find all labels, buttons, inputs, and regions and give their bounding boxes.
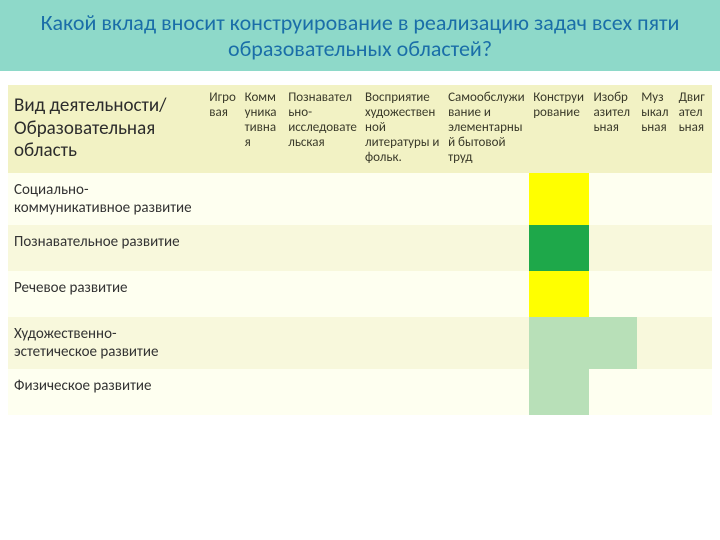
cell [529, 173, 589, 225]
cell [637, 225, 674, 271]
header-row: Вид деятельности/ Образовательная област… [8, 85, 712, 173]
row-label: Художественно-эстетическое развитие [8, 317, 205, 369]
col-header: Самообслуживание и элементарный бытовой … [444, 85, 529, 173]
cell [444, 317, 529, 369]
matrix-table: Вид деятельности/ Образовательная област… [8, 85, 712, 415]
cell [637, 271, 674, 317]
cell [589, 271, 637, 317]
row-label: Физическое развитие [8, 369, 205, 415]
table-body: Социально-коммуникативное развитие Позна… [8, 173, 712, 415]
cell [444, 173, 529, 225]
row-header-label: Вид деятельности/ Образовательная област… [8, 85, 205, 173]
cell [675, 225, 712, 271]
cell [361, 271, 444, 317]
cell [444, 369, 529, 415]
cell [284, 271, 361, 317]
cell [675, 271, 712, 317]
table-container: Вид деятельности/ Образовательная област… [0, 71, 720, 415]
table-row: Речевое развитие [8, 271, 712, 317]
table-row: Познавательное развитие [8, 225, 712, 271]
cell [589, 225, 637, 271]
row-label: Познавательное развитие [8, 225, 205, 271]
col-header: Познавательно-исследовательская [284, 85, 361, 173]
cell [241, 369, 285, 415]
cell [529, 271, 589, 317]
cell [241, 173, 285, 225]
cell [444, 225, 529, 271]
col-header: Изобразительная [589, 85, 637, 173]
cell [589, 369, 637, 415]
row-label: Речевое развитие [8, 271, 205, 317]
cell [529, 317, 589, 369]
cell [284, 173, 361, 225]
cell [205, 173, 240, 225]
cell [529, 225, 589, 271]
cell [637, 369, 674, 415]
cell [589, 317, 637, 369]
cell [205, 271, 240, 317]
slide: Какой вклад вносит конструирование в реа… [0, 0, 720, 540]
cell [637, 173, 674, 225]
col-header: Коммуникативная [241, 85, 285, 173]
table-row: Художественно-эстетическое развитие [8, 317, 712, 369]
cell [589, 173, 637, 225]
cell [205, 317, 240, 369]
cell [529, 369, 589, 415]
cell [241, 225, 285, 271]
cell [241, 271, 285, 317]
cell [284, 225, 361, 271]
cell [241, 317, 285, 369]
cell [284, 317, 361, 369]
table-row: Социально-коммуникативное развитие [8, 173, 712, 225]
cell [361, 317, 444, 369]
cell [361, 225, 444, 271]
cell [444, 271, 529, 317]
col-header: Музыкальная [637, 85, 674, 173]
cell [675, 317, 712, 369]
cell [361, 369, 444, 415]
cell [205, 369, 240, 415]
cell [361, 173, 444, 225]
title-band: Какой вклад вносит конструирование в реа… [0, 0, 720, 71]
row-label: Социально-коммуникативное развитие [8, 173, 205, 225]
cell [675, 173, 712, 225]
col-header: Конструирование [529, 85, 589, 173]
col-header: Двигательная [675, 85, 712, 173]
col-header: Восприятие художественной литературы и ф… [361, 85, 444, 173]
table-row: Физическое развитие [8, 369, 712, 415]
cell [675, 369, 712, 415]
col-header: Игровая [205, 85, 240, 173]
slide-title: Какой вклад вносит конструирование в реа… [30, 10, 690, 63]
cell [284, 369, 361, 415]
cell [205, 225, 240, 271]
cell [637, 317, 674, 369]
